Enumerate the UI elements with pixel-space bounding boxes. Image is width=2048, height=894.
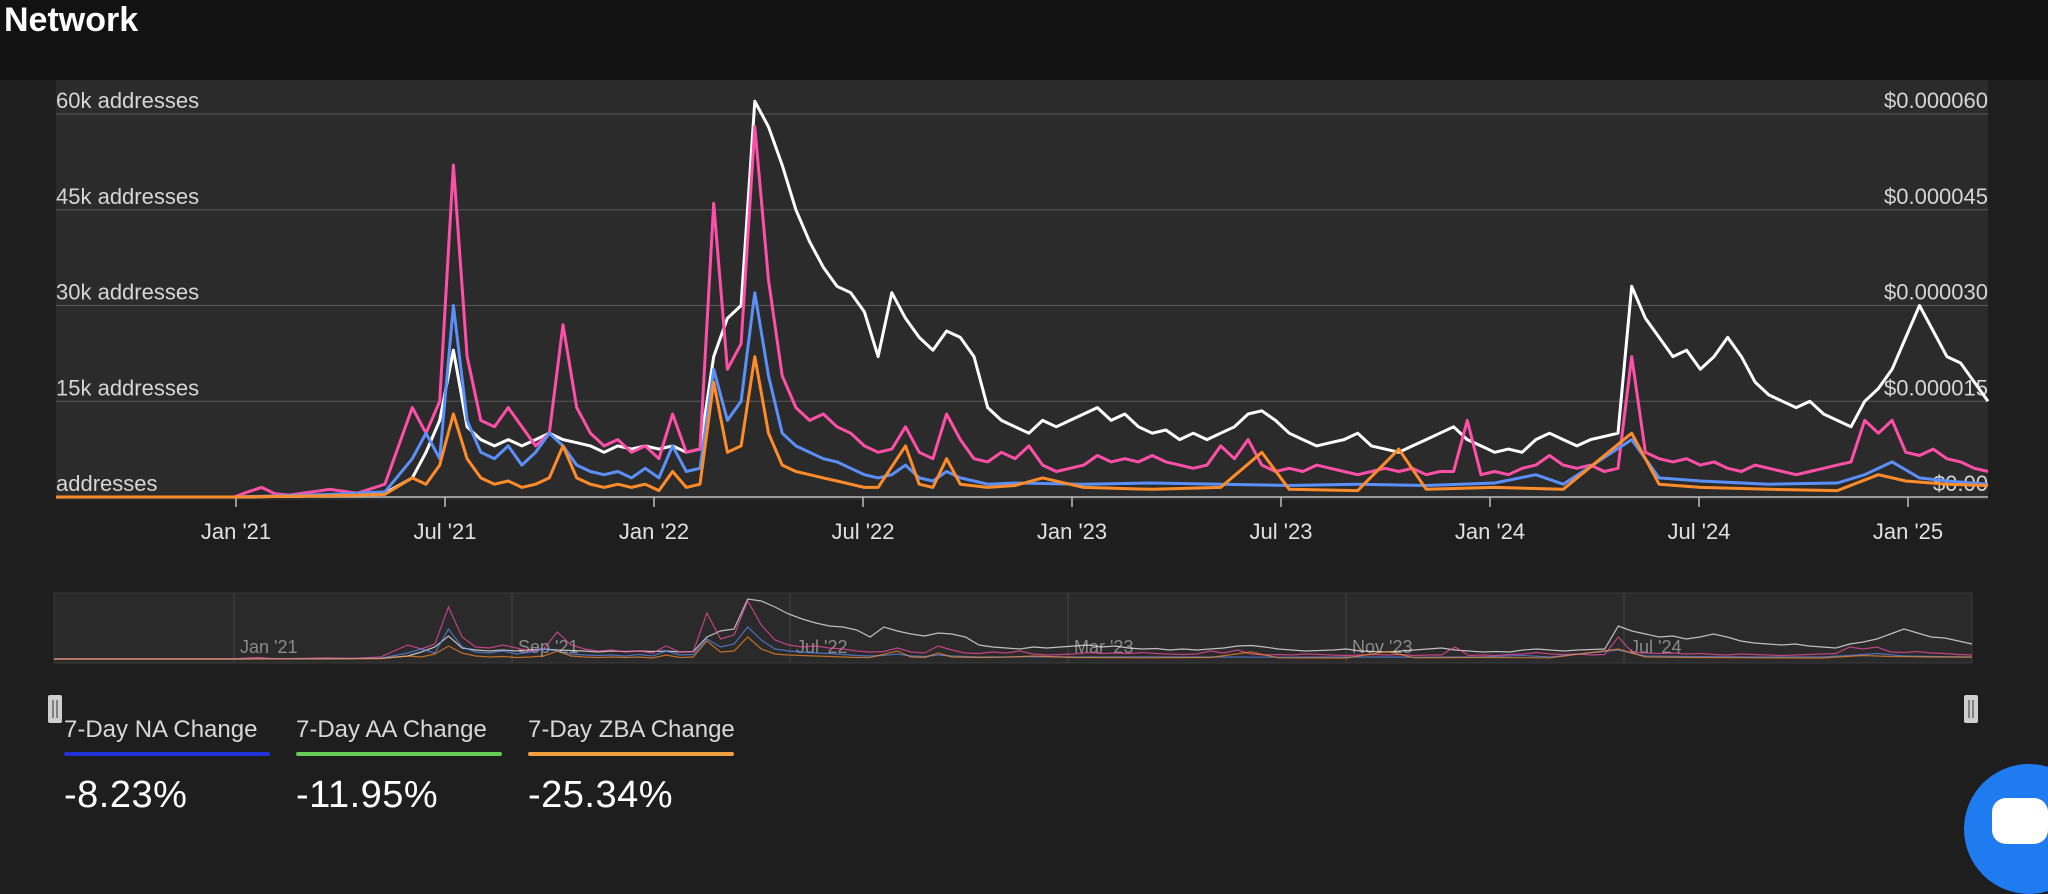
x-tick-label: Jan '24: [1455, 519, 1525, 544]
y-left-tick: 45k addresses: [56, 184, 199, 209]
series-orange: [56, 355, 1989, 499]
y-left-tick: 30k addresses: [56, 280, 199, 305]
y-left-tick: addresses: [56, 471, 158, 496]
x-tick-label: Jan '25: [1873, 519, 1943, 544]
navigator-label: Nov '23: [1352, 637, 1412, 657]
y-right-tick: $0.000045: [1884, 184, 1988, 209]
x-tick-label: Jan '22: [619, 519, 689, 544]
navigator-background: [53, 592, 1973, 664]
series-pink: [56, 125, 1989, 499]
stats-row: 7-Day NA Change -8.23% 7-Day AA Change -…: [64, 716, 735, 817]
stat-aa-label: 7-Day AA Change: [296, 716, 487, 743]
y-right-tick: $0.000060: [1884, 88, 1988, 113]
x-tick-label: Jul '24: [1668, 519, 1731, 544]
stat-aa: 7-Day AA Change -11.95%: [296, 716, 502, 817]
series-blue: [56, 291, 1989, 499]
stat-na-label: 7-Day NA Change: [64, 716, 258, 743]
stat-aa-value: -11.95%: [296, 774, 439, 816]
y-right-tick: $0.000030: [1884, 280, 1988, 305]
navigator-series-orange: [54, 636, 1973, 660]
navigator-label: Jul '24: [1630, 637, 1681, 657]
navigator-series-pink: [54, 599, 1973, 660]
chat-bubble-icon: [1992, 798, 2048, 844]
x-tick-label: Jul '21: [414, 519, 477, 544]
y-left-tick: 60k addresses: [56, 88, 199, 113]
x-tick-label: Jan '23: [1037, 519, 1107, 544]
navigator-label: Jan '21: [240, 637, 297, 657]
x-tick-label: Jan '21: [201, 519, 271, 544]
x-tick-label: Jul '23: [1250, 519, 1313, 544]
stat-zba-bar: [528, 752, 734, 756]
stat-na-bar: [64, 752, 270, 756]
y-left-tick: 15k addresses: [56, 375, 199, 400]
navigator-right-handle[interactable]: [1964, 695, 1978, 723]
navigator-series-blue: [54, 626, 1973, 660]
chart-card: 60k addresses 45k addresses 30k addresses 1…: [0, 80, 2048, 847]
stat-zba-value: -25.34%: [528, 774, 674, 816]
page-title: Network: [4, 1, 139, 39]
stat-na: 7-Day NA Change -8.23%: [64, 716, 270, 817]
stat-na-value: -8.23%: [64, 774, 188, 816]
stat-aa-bar: [296, 752, 502, 756]
header-bar: Network: [0, 0, 2048, 80]
navigator-left-handle[interactable]: [48, 695, 62, 723]
stat-zba-label: 7-Day ZBA Change: [528, 716, 735, 743]
network-chart[interactable]: 60k addresses 45k addresses 30k addresses 1…: [0, 80, 2048, 847]
plot-background: [56, 80, 1988, 500]
stat-zba: 7-Day ZBA Change -25.34%: [528, 716, 735, 817]
x-tick-label: Jul '22: [832, 519, 895, 544]
